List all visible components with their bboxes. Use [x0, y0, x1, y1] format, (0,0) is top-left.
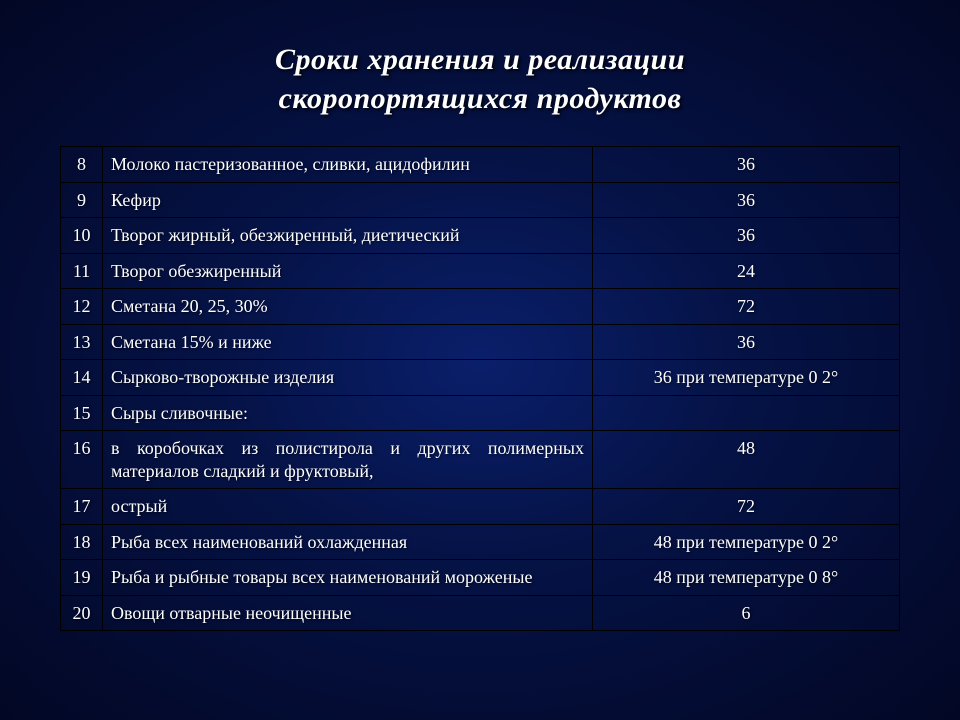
row-value: 36 при температуре 0 2° — [593, 360, 900, 396]
row-value: 48 при температуре 0 8° — [593, 560, 900, 596]
row-description: Сырково-творожные изделия — [103, 360, 593, 396]
table-row: 11Творог обезжиренный24 — [61, 253, 900, 289]
row-number: 19 — [61, 560, 103, 596]
table-row: 20Овощи отварные неочищенные6 — [61, 595, 900, 631]
row-description: Рыба всех наименований охлажденная — [103, 524, 593, 560]
row-number: 18 — [61, 524, 103, 560]
row-description: Сметана 15% и ниже — [103, 324, 593, 360]
row-number: 11 — [61, 253, 103, 289]
table-row: 8Молоко пастеризованное, сливки, ацидофи… — [61, 147, 900, 183]
row-description: Рыба и рыбные товары всех наименований м… — [103, 560, 593, 596]
row-description: острый — [103, 489, 593, 525]
slide-title: Сроки хранения и реализации скоропортящи… — [60, 40, 900, 118]
row-number: 20 — [61, 595, 103, 631]
products-table: 8Молоко пастеризованное, сливки, ацидофи… — [60, 146, 900, 631]
row-description: Сыры сливочные: — [103, 395, 593, 431]
table-row: 17острый72 — [61, 489, 900, 525]
table-row: 14Сырково-творожные изделия36 при темпер… — [61, 360, 900, 396]
row-description: Овощи отварные неочищенные — [103, 595, 593, 631]
row-number: 8 — [61, 147, 103, 183]
slide: Сроки хранения и реализации скоропортящи… — [0, 0, 960, 720]
row-description: Сметана 20, 25, 30% — [103, 289, 593, 325]
row-number: 12 — [61, 289, 103, 325]
row-number: 17 — [61, 489, 103, 525]
row-number: 15 — [61, 395, 103, 431]
row-value: 36 — [593, 147, 900, 183]
row-value: 72 — [593, 489, 900, 525]
row-value — [593, 395, 900, 431]
table-row: 15Сыры сливочные: — [61, 395, 900, 431]
row-description: в коробочках из полистирола и других пол… — [103, 431, 593, 489]
table-row: 19Рыба и рыбные товары всех наименований… — [61, 560, 900, 596]
row-value: 6 — [593, 595, 900, 631]
table-row: 10Творог жирный, обезжиренный, диетическ… — [61, 218, 900, 254]
row-number: 9 — [61, 182, 103, 218]
row-value: 36 — [593, 324, 900, 360]
row-value: 72 — [593, 289, 900, 325]
row-value: 36 — [593, 182, 900, 218]
row-number: 16 — [61, 431, 103, 489]
row-description: Творог жирный, обезжиренный, диетический — [103, 218, 593, 254]
row-description: Молоко пастеризованное, сливки, ацидофил… — [103, 147, 593, 183]
table-row: 9Кефир36 — [61, 182, 900, 218]
table-row: 12Сметана 20, 25, 30%72 — [61, 289, 900, 325]
table-row: 18Рыба всех наименований охлажденная48 п… — [61, 524, 900, 560]
title-line-2: скоропортящихся продуктов — [279, 82, 682, 115]
row-description: Кефир — [103, 182, 593, 218]
row-value: 36 — [593, 218, 900, 254]
row-value: 24 — [593, 253, 900, 289]
row-description: Творог обезжиренный — [103, 253, 593, 289]
title-line-1: Сроки хранения и реализации — [275, 43, 685, 76]
row-value: 48 — [593, 431, 900, 489]
table-row: 13Сметана 15% и ниже36 — [61, 324, 900, 360]
row-number: 14 — [61, 360, 103, 396]
row-number: 13 — [61, 324, 103, 360]
row-number: 10 — [61, 218, 103, 254]
row-value: 48 при температуре 0 2° — [593, 524, 900, 560]
table-row: 16в коробочках из полистирола и других п… — [61, 431, 900, 489]
